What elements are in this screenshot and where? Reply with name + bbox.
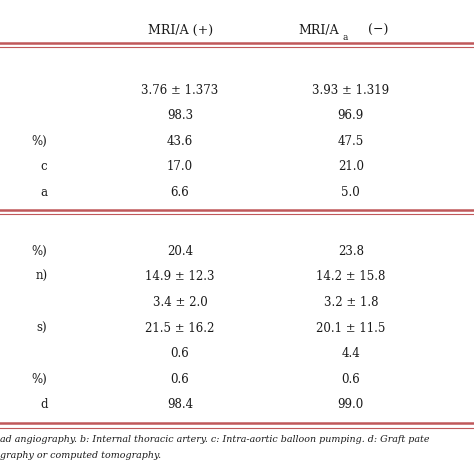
- Text: n): n): [35, 270, 47, 283]
- Text: 96.9: 96.9: [337, 109, 364, 122]
- Text: s): s): [37, 321, 47, 335]
- Text: 21.0: 21.0: [338, 160, 364, 173]
- Text: 20.1 ± 11.5: 20.1 ± 11.5: [316, 321, 385, 335]
- Text: 3.2 ± 1.8: 3.2 ± 1.8: [324, 296, 378, 309]
- Text: %): %): [32, 245, 47, 258]
- Text: 14.2 ± 15.8: 14.2 ± 15.8: [316, 270, 385, 283]
- Text: 3.4 ± 2.0: 3.4 ± 2.0: [153, 296, 208, 309]
- Text: 0.6: 0.6: [171, 347, 190, 360]
- Text: 6.6: 6.6: [171, 186, 190, 199]
- Text: 5.0: 5.0: [341, 186, 360, 199]
- Text: d: d: [40, 398, 47, 411]
- Text: 98.4: 98.4: [167, 398, 193, 411]
- Text: 99.0: 99.0: [337, 398, 364, 411]
- Text: 3.76 ± 1.373: 3.76 ± 1.373: [142, 83, 219, 97]
- Text: c: c: [41, 160, 47, 173]
- Text: 21.5 ± 16.2: 21.5 ± 16.2: [146, 321, 215, 335]
- Text: 0.6: 0.6: [171, 373, 190, 386]
- Text: 14.9 ± 12.3: 14.9 ± 12.3: [146, 270, 215, 283]
- Text: (−): (−): [364, 24, 388, 37]
- Text: MRI/A (+): MRI/A (+): [147, 24, 213, 37]
- Text: a: a: [40, 186, 47, 199]
- Text: 3.93 ± 1.319: 3.93 ± 1.319: [312, 83, 389, 97]
- Text: MRI/A: MRI/A: [298, 24, 339, 37]
- Text: 43.6: 43.6: [167, 135, 193, 148]
- Text: a: a: [343, 34, 348, 42]
- Text: 98.3: 98.3: [167, 109, 193, 122]
- Text: ad angiography. b: Internal thoracic artery. c: Intra-aortic balloon pumping. d:: ad angiography. b: Internal thoracic art…: [0, 436, 429, 444]
- Text: 4.4: 4.4: [341, 347, 360, 360]
- Text: 0.6: 0.6: [341, 373, 360, 386]
- Text: 47.5: 47.5: [337, 135, 364, 148]
- Text: %): %): [32, 373, 47, 386]
- Text: 20.4: 20.4: [167, 245, 193, 258]
- Text: %): %): [32, 135, 47, 148]
- Text: 23.8: 23.8: [338, 245, 364, 258]
- Text: graphy or computed tomography.: graphy or computed tomography.: [0, 451, 161, 459]
- Text: 17.0: 17.0: [167, 160, 193, 173]
